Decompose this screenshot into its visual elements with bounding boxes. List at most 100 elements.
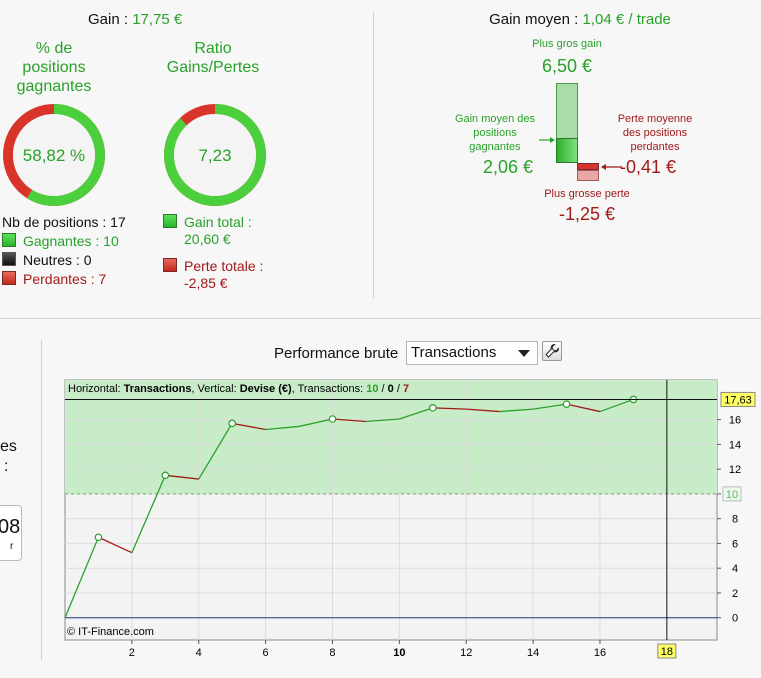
perte-totale: Perte totale : -2,85 € [184, 258, 263, 292]
perdantes-count: Perdantes : 7 [23, 271, 107, 287]
y-tick-label: 12 [729, 464, 741, 476]
segment-up [533, 403, 567, 410]
x-axis: 2 4 6 8 10 12 14 16 [129, 640, 606, 659]
plus-grosse-perte-label: Plus grosse perte [544, 188, 630, 200]
positions-count: Nb de positions : 17 [2, 214, 126, 230]
neutres-swatch [2, 252, 16, 266]
info-h: Transactions [124, 383, 192, 395]
avg-loss-bar [577, 163, 599, 170]
donut2-title-line2: Gains/Pertes [166, 59, 260, 76]
segment-down [432, 407, 467, 410]
trade-marker [228, 419, 236, 428]
plus-gros-gain-value: 6,50 € [541, 56, 593, 76]
trade-marker [328, 415, 337, 423]
info-t-sep2: / [394, 383, 403, 395]
segment-up [198, 422, 233, 480]
gain-moyen-desc-line2: positions [473, 127, 517, 139]
left-partial-box[interactable]: 08 r [0, 505, 22, 561]
threshold-badge [722, 486, 742, 502]
winrate-donut [3, 104, 105, 206]
max-loss-bar [577, 170, 599, 181]
avg-gain-bar [556, 138, 578, 163]
gain-total-swatch [163, 214, 177, 228]
segment-down [165, 474, 199, 480]
donut2-center [174, 114, 256, 196]
info-t-red: 7 [403, 383, 409, 395]
perdantes-swatch [2, 271, 16, 285]
info-t-green: 10 [366, 383, 378, 395]
left-fragment-d: r [10, 541, 14, 552]
segment-down [466, 408, 500, 413]
donut1-title-line2: positions [22, 59, 86, 76]
gain-moyen-desc-line1: Gain moyen des [454, 113, 536, 125]
cursor-y-label: 17,63 [724, 394, 752, 406]
wrench-icon [545, 343, 560, 358]
segment-down [332, 418, 366, 423]
crosshair-labels: 17,63 18 10 [657, 391, 756, 659]
segment-up [399, 407, 434, 420]
perf-mode-value: Transactions [411, 344, 497, 361]
y-axis: 0 2 4 6 8 10 12 14 16 [717, 415, 741, 625]
gain-total-label: Gain total : [184, 214, 252, 230]
gain-moyen-value: 1,04 € / trade [582, 11, 671, 28]
series [64, 395, 638, 618]
cursor-x-label: 18 [661, 646, 673, 658]
grid [65, 380, 717, 640]
copyright: © IT-Finance.com [67, 626, 154, 638]
gain-header: Gain : 17,75 € [88, 11, 182, 28]
x-tick-label: 6 [263, 647, 269, 659]
neutres-count: Neutres : 0 [23, 252, 92, 268]
trade-marker [94, 533, 103, 542]
bar-arrows [539, 137, 622, 170]
settings-button[interactable] [542, 341, 562, 361]
y-tick-label: 14 [729, 439, 741, 451]
info-v-prefix: , Vertical: [191, 383, 236, 395]
info-t-prefix: , Transactions: [292, 383, 364, 395]
donut1-value: 58,82 % [22, 146, 86, 165]
x-tick-label: 4 [196, 647, 202, 659]
y-tick-label: 6 [732, 538, 738, 550]
perte-moyenne-value: -0,41 € [620, 157, 677, 177]
gain-value: 17,75 € [132, 11, 183, 28]
y-tick-label: 16 [729, 415, 741, 427]
loss-arrow-icon [601, 164, 606, 170]
y-tick-label: 4 [732, 563, 738, 575]
perte-moyenne-desc-line2: des positions [622, 127, 688, 139]
segment-up [365, 418, 400, 423]
plus-gros-gain-label: Plus gros gain [532, 38, 602, 50]
cursor-y-badge [720, 391, 756, 407]
x-tick-label: 16 [594, 647, 606, 659]
info-h-prefix: Horizontal: [68, 383, 121, 395]
donut1-win-ring [3, 104, 105, 206]
threshold-label: 10 [726, 489, 738, 501]
gain-moyen-desc-line3: gagnantes [469, 141, 521, 153]
left-fragment-b: : [4, 458, 9, 475]
section-divider [0, 318, 761, 319]
donut1-title-line3: gagnantes [16, 78, 92, 95]
x-tick-label: 14 [527, 647, 539, 659]
perf-label: Performance brute [274, 345, 399, 362]
top-divider [373, 12, 374, 298]
x-tick-label: 2 [129, 647, 135, 659]
trade-marker [428, 404, 437, 412]
segment-up [599, 398, 634, 413]
y-tick-label: 2 [732, 588, 738, 600]
x-tick-label: 8 [329, 647, 335, 659]
perf-mode-select[interactable]: Transactions [406, 341, 538, 365]
gain-total: Gain total : 20,60 € [184, 214, 252, 248]
left-fragment-c: 08 [0, 516, 21, 538]
perte-totale-swatch [163, 258, 177, 272]
info-t-sep1: / [378, 383, 387, 395]
segment-down [98, 536, 133, 554]
gain-arrow-icon [550, 137, 555, 143]
x-tick-label: 12 [460, 647, 472, 659]
gain-moyen-positions-value: 2,06 € [483, 157, 534, 177]
gain-moyen-header: Gain moyen : 1,04 € / trade [440, 11, 720, 28]
segment-down [566, 403, 601, 413]
segment-up [265, 425, 300, 431]
chevron-down-icon [518, 350, 530, 357]
trade-marker [562, 400, 571, 408]
segment-up [499, 408, 534, 413]
perte-moyenne-desc: Perte moyenne des positions perdantes [612, 112, 698, 154]
